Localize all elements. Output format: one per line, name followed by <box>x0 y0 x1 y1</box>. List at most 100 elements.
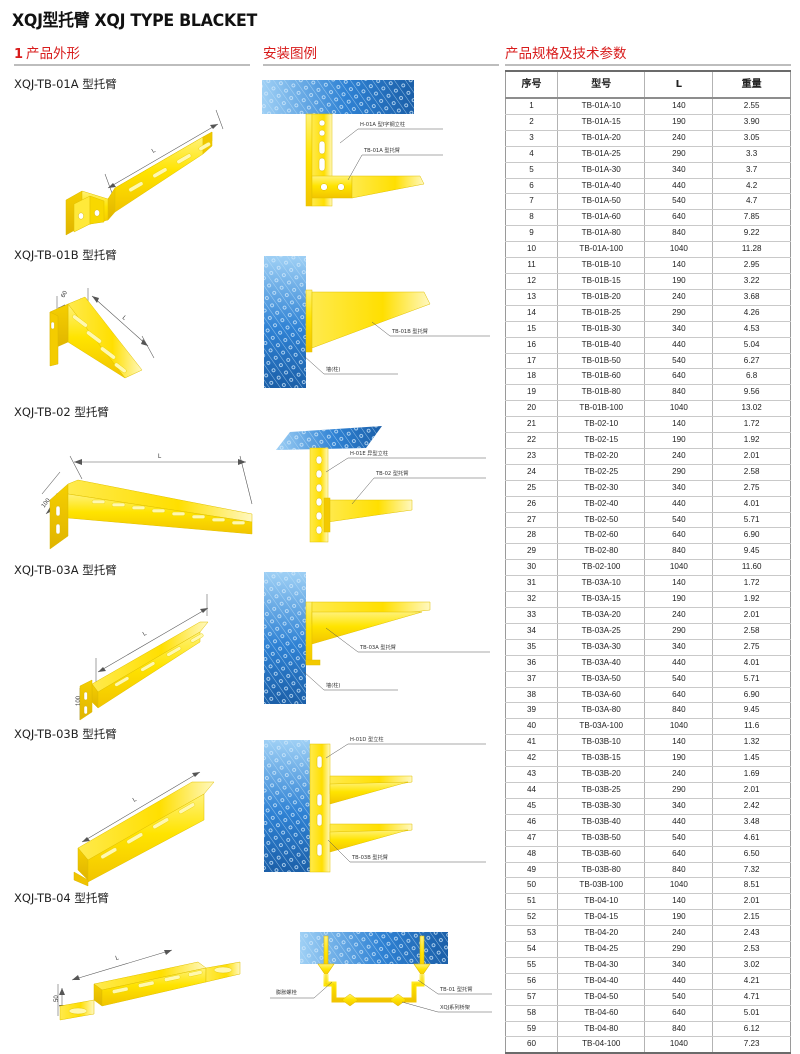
table-row: 27 TB-02-50 540 5.71 <box>504 512 791 529</box>
cell-weight: 8.51 <box>712 877 791 895</box>
cell-length: 640 <box>644 846 714 863</box>
cell-length: 1040 <box>644 559 714 577</box>
table-row: 21 TB-02-10 140 1.72 <box>504 416 791 434</box>
cell-model: TB-01A-10 <box>557 98 646 115</box>
cell-no: 50 <box>504 877 559 895</box>
cell-no: 29 <box>504 543 559 561</box>
figure-product-01b: 60 L <box>30 266 260 396</box>
install-label-bracket: TB-01B 型托臂 <box>391 327 428 335</box>
figure-install-03b: H-01D 型立柱 TB-03B 型托臂 <box>262 732 498 877</box>
table-row: 53 TB-04-20 240 2.43 <box>504 925 791 943</box>
cell-no: 20 <box>504 400 559 418</box>
cell-model: TB-02-50 <box>557 512 646 529</box>
table-row: 42 TB-03B-15 190 1.45 <box>504 750 791 768</box>
table-body: 1 TB-01A-10 140 2.55 2 TB-01A-15 190 3.90 3 TB-01… <box>504 98 791 1054</box>
cell-no: 12 <box>504 273 559 290</box>
cell-no: 5 <box>504 162 559 179</box>
table-row: 54 TB-04-25 290 2.53 <box>504 941 791 958</box>
install-label-bracket: TB-02 型托臂 <box>375 469 408 477</box>
cell-weight: 2.55 <box>712 98 791 115</box>
table-row: 19 TB-01B-80 840 9.56 <box>504 384 791 402</box>
table-row: 34 TB-03A-25 290 2.58 <box>504 623 791 640</box>
table-row: 58 TB-04-60 640 5.01 <box>504 1005 791 1022</box>
dimension-L: L <box>158 454 162 460</box>
cell-model: TB-02-80 <box>557 543 646 561</box>
table-row: 22 TB-02-15 190 1.92 <box>504 432 791 449</box>
cell-weight: 2.58 <box>712 464 791 481</box>
cell-model: TB-03B-30 <box>557 798 646 815</box>
cell-weight: 2.53 <box>712 941 791 958</box>
cell-weight: 2.01 <box>712 607 791 624</box>
table-row: 7 TB-01A-50 540 4.7 <box>504 193 791 211</box>
cell-model: TB-03B-80 <box>557 862 646 879</box>
cell-length: 240 <box>644 289 714 306</box>
cell-no: 56 <box>504 973 559 990</box>
cell-length: 440 <box>644 337 714 354</box>
cell-no: 7 <box>504 193 559 211</box>
cell-no: 38 <box>504 687 559 704</box>
figure-install-02: H-01E 异型立柱 TB-02 型托臂 <box>262 412 498 547</box>
table-row: 36 TB-03A-40 440 4.01 <box>504 655 791 672</box>
cell-length: 540 <box>644 512 714 529</box>
table-row: 40 TB-03A-100 1040 11.6 <box>504 718 791 736</box>
cell-no: 60 <box>504 1036 559 1054</box>
cell-weight: 2.01 <box>712 448 791 465</box>
table-row: 23 TB-02-20 240 2.01 <box>504 448 791 465</box>
cell-weight: 2.58 <box>712 623 791 640</box>
cell-weight: 4.7 <box>712 193 791 211</box>
table-row: 45 TB-03B-30 340 2.42 <box>504 798 791 815</box>
cell-weight: 4.01 <box>712 655 791 672</box>
cell-model: TB-01A-50 <box>557 193 646 211</box>
table-row: 33 TB-03A-20 240 2.01 <box>504 607 791 624</box>
cell-no: 46 <box>504 814 559 831</box>
catalog-page: XQJ型托臂 XQJ TYPE BLACKET 1 产品外形 安装图例 产品规格及… <box>12 11 791 1054</box>
section-header-specs: 产品规格及技术参数 <box>505 42 627 62</box>
cell-length: 240 <box>644 607 714 624</box>
table-row: 2 TB-01A-15 190 3.90 <box>504 114 791 131</box>
cell-length: 440 <box>644 178 714 195</box>
cell-model: TB-03A-50 <box>557 671 646 688</box>
cell-weight: 6.90 <box>712 527 791 545</box>
table-row: 11 TB-01B-10 140 2.95 <box>504 257 791 274</box>
cell-model: TB-04-10 <box>557 893 646 911</box>
cell-model: TB-01A-30 <box>557 162 646 179</box>
cell-no: 16 <box>504 337 559 354</box>
cell-no: 45 <box>504 798 559 815</box>
section-header-product-shape: 1 产品外形 <box>14 42 80 62</box>
cell-weight: 9.56 <box>712 384 791 402</box>
cell-weight: 2.15 <box>712 909 791 927</box>
install-label-column: H-01E 异型立柱 <box>350 449 388 457</box>
table-row: 14 TB-01B-25 290 4.26 <box>504 305 791 322</box>
cell-no: 18 <box>504 368 559 386</box>
figure-install-01b: TB-01B 型托臂 墙(柱) <box>262 252 498 392</box>
cell-no: 15 <box>504 321 559 338</box>
cell-model: TB-02-100 <box>557 559 646 577</box>
cell-weight: 3.68 <box>712 289 791 306</box>
section-label: 产品规格及技术参数 <box>505 46 627 62</box>
cell-weight: 3.90 <box>712 114 791 131</box>
product-label-02: XQJ-TB-02 型托臂 <box>14 405 109 419</box>
cell-model: TB-04-30 <box>557 957 646 974</box>
cell-no: 8 <box>504 209 559 227</box>
table-row: 3 TB-01A-20 240 3.05 <box>504 130 791 147</box>
cell-model: TB-03B-10 <box>557 734 646 752</box>
cell-length: 140 <box>644 575 714 593</box>
dimension-L: L <box>121 315 128 322</box>
section-header-install-diagram: 安装图例 <box>263 42 317 62</box>
cell-model: TB-03A-60 <box>557 687 646 704</box>
table-row: 29 TB-02-80 840 9.45 <box>504 543 791 561</box>
cell-model: TB-04-60 <box>557 1005 646 1022</box>
cell-weight: 6.8 <box>712 368 791 386</box>
column-header-model: 型号 <box>557 70 646 99</box>
cell-length: 840 <box>644 384 714 402</box>
cell-no: 30 <box>504 559 559 577</box>
cell-weight: 2.75 <box>712 639 791 656</box>
cell-model: TB-01A-20 <box>557 130 646 147</box>
cell-length: 340 <box>644 957 714 974</box>
table-row: 55 TB-04-30 340 3.02 <box>504 957 791 974</box>
cell-weight: 6.27 <box>712 353 791 370</box>
cell-length: 290 <box>644 782 714 799</box>
cell-weight: 7.85 <box>712 209 791 227</box>
cell-no: 59 <box>504 1021 559 1038</box>
cell-length: 440 <box>644 496 714 513</box>
